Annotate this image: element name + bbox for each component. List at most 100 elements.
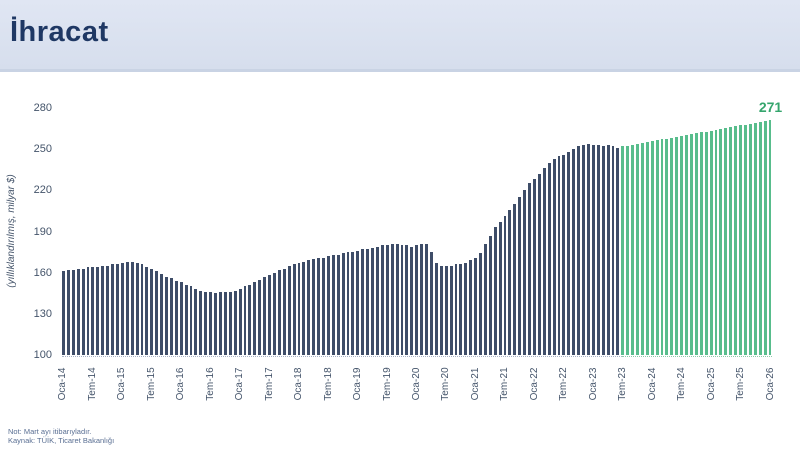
actual-bar: [601, 146, 605, 355]
actual-bar: [184, 285, 188, 355]
forecast-bar: [631, 144, 635, 355]
actual-bar: [376, 246, 379, 355]
actual-bar: [459, 264, 463, 355]
x-tick-label: Tem-20: [440, 367, 452, 401]
y-tick-label: 250: [33, 143, 52, 156]
actual-bar: [96, 267, 100, 355]
actual-bar: [523, 190, 527, 355]
x-axis-line-forecast: [621, 356, 772, 357]
actual-bar: [439, 265, 443, 355]
actual-bar: [263, 276, 267, 355]
forecast-bar: [694, 133, 698, 355]
actual-bar: [420, 243, 424, 355]
actual-bar: [130, 261, 134, 355]
forecast-bar: [645, 142, 649, 355]
note-line-1: Not: Mart ayı itibarıyladır.: [8, 427, 92, 436]
forecast-bar: [743, 124, 747, 355]
actual-bar: [115, 264, 119, 355]
forecast-bar: [753, 122, 757, 355]
actual-bar: [444, 265, 448, 355]
actual-bar: [454, 264, 458, 355]
x-tick-label: Oca-24: [646, 367, 658, 401]
actual-bar: [537, 173, 541, 355]
x-tick-label: Oca-15: [116, 367, 128, 401]
actual-bar: [542, 168, 546, 355]
actual-bar: [518, 197, 522, 355]
actual-bar: [233, 290, 237, 355]
actual-bar: [91, 267, 95, 355]
actual-bar: [101, 265, 105, 355]
actual-bar: [194, 289, 198, 355]
actual-bar: [297, 263, 301, 355]
actual-bar: [322, 257, 325, 355]
actual-bar: [312, 258, 316, 355]
forecast-bar: [758, 122, 762, 355]
actual-bar: [228, 291, 232, 355]
actual-bar: [272, 272, 276, 355]
actual-bar: [140, 264, 144, 355]
actual-bar: [341, 253, 345, 355]
forecast-bar: [709, 130, 713, 355]
forecast-bar: [636, 143, 639, 355]
actual-bar: [76, 268, 80, 355]
forecast-bar: [748, 123, 752, 355]
actual-bar: [366, 249, 370, 355]
actual-bar: [287, 265, 291, 355]
note-line-2: Kaynak: TÜİK, Ticaret Bakanlığı: [8, 436, 115, 445]
actual-bar: [120, 263, 124, 355]
forecast-bar: [724, 128, 728, 355]
actual-bar: [508, 209, 512, 355]
actual-bar: [596, 145, 600, 355]
actual-bar: [150, 268, 154, 355]
actual-bar: [71, 269, 75, 355]
forecast-bar: [660, 139, 664, 355]
forecast-bar: [680, 136, 684, 355]
actual-bar: [577, 146, 581, 355]
x-tick-label: Oca-21: [469, 367, 481, 401]
actual-bar: [253, 282, 257, 355]
forecast-bar: [665, 138, 669, 355]
y-tick-label: 280: [33, 102, 52, 114]
x-tick-label: Oca-18: [293, 367, 305, 401]
actual-bar: [209, 291, 213, 355]
actual-bar: [552, 158, 556, 355]
actual-bar: [302, 261, 306, 355]
forecast-bar: [734, 126, 738, 355]
x-tick-label: Oca-25: [705, 367, 717, 401]
actual-bar: [307, 260, 311, 355]
actual-bar: [219, 291, 222, 355]
forecast-bar: [739, 125, 742, 355]
forecast-bar: [699, 132, 703, 355]
x-tick-label: Tem-24: [676, 367, 688, 401]
actual-bar: [425, 243, 428, 355]
actual-bar: [292, 264, 296, 355]
x-tick-label: Tem-19: [381, 367, 393, 401]
actual-bar: [174, 280, 178, 355]
forecast-bar: [763, 121, 767, 355]
x-tick-label: Oca-20: [411, 367, 422, 401]
actual-bar: [214, 293, 217, 355]
actual-bar: [81, 268, 85, 355]
actual-bar: [503, 216, 507, 355]
actual-bar: [582, 145, 585, 355]
actual-bar: [106, 265, 110, 355]
actual-bar: [474, 257, 478, 355]
actual-bar: [204, 291, 208, 355]
actual-bar: [351, 252, 355, 355]
actual-bar: [238, 289, 242, 355]
actual-bar: [268, 275, 271, 355]
actual-bar: [390, 243, 394, 355]
actual-bar: [111, 264, 114, 355]
actual-bar: [86, 267, 90, 355]
actual-bar: [464, 263, 468, 355]
actual-bar: [483, 243, 487, 355]
x-tick-label: Oca-26: [764, 367, 776, 401]
forecast-bar: [621, 146, 625, 355]
actual-bar: [125, 261, 129, 355]
y-tick-label: 100: [33, 349, 52, 361]
x-tick-label: Tem-14: [86, 367, 98, 401]
y-tick-label: 130: [33, 307, 52, 320]
actual-bar: [591, 145, 595, 355]
actual-bar: [415, 245, 419, 355]
x-tick-label: Tem-23: [617, 367, 629, 401]
